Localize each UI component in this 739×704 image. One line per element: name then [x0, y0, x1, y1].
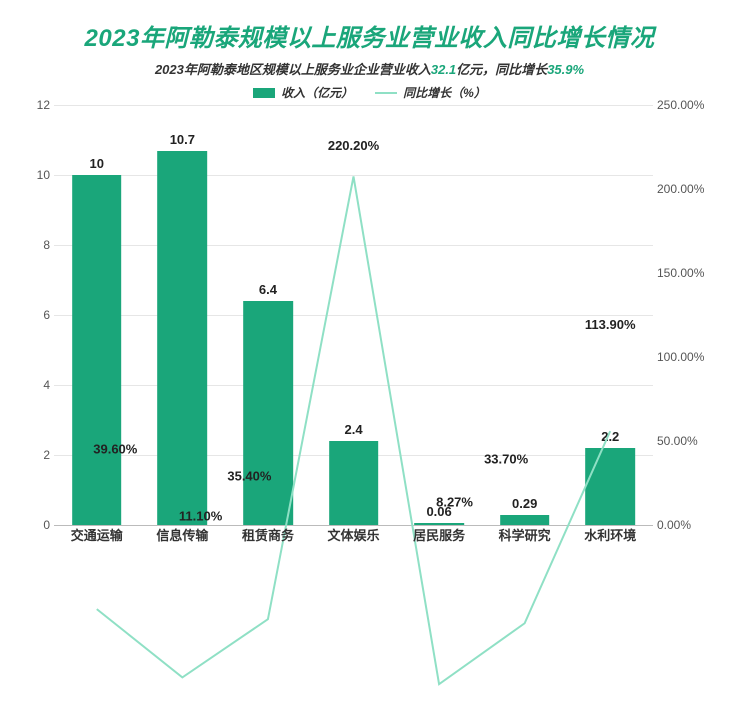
legend: 收入（亿元） 同比增长（%） [20, 84, 719, 101]
legend-line-label: 同比增长（%） [403, 84, 486, 101]
line-value-label: 35.40% [227, 468, 271, 483]
y-right-tick: 100.00% [657, 350, 717, 364]
line-value-label: 220.20% [328, 138, 379, 153]
legend-line: 同比增长（%） [375, 84, 486, 101]
line-value-label: 39.60% [93, 442, 137, 457]
y-left-tick: 2 [22, 448, 50, 462]
y-left-tick: 8 [22, 238, 50, 252]
y-right-tick: 200.00% [657, 182, 717, 196]
line-swatch-icon [375, 92, 397, 94]
y-left-tick: 0 [22, 518, 50, 532]
line-series [54, 105, 653, 704]
x-tick: 租赁商务 [225, 525, 311, 545]
x-tick: 科学研究 [482, 525, 568, 545]
x-axis: 交通运输信息传输租赁商务文体娱乐居民服务科学研究水利环境 [54, 525, 653, 545]
chart-container: 2023年阿勒泰规模以上服务业营业收入同比增长情况 2023年阿勒泰地区规模以上… [0, 0, 739, 586]
line-value-label: 8.27% [436, 495, 473, 510]
x-tick: 文体娱乐 [311, 525, 397, 545]
line-value-label: 11.10% [179, 509, 222, 524]
y-right-tick: 50.00% [657, 434, 717, 448]
legend-bar-label: 收入（亿元） [281, 84, 353, 101]
y-left-tick: 10 [22, 168, 50, 182]
y-left-tick: 12 [22, 98, 50, 112]
x-tick: 居民服务 [396, 525, 482, 545]
subtitle-v1: 32.1 [431, 62, 456, 77]
x-tick: 信息传输 [140, 525, 226, 545]
legend-bar: 收入（亿元） [253, 84, 353, 101]
y-left-tick: 6 [22, 308, 50, 322]
bar-swatch-icon [253, 88, 275, 98]
y-right-tick: 150.00% [657, 266, 717, 280]
chart-title: 2023年阿勒泰规模以上服务业营业收入同比增长情况 [20, 18, 719, 53]
subtitle-v2: 35.9% [547, 62, 584, 77]
subtitle-p2: 亿元，同比增长 [456, 62, 547, 77]
chart-subtitle: 2023年阿勒泰地区规模以上服务业企业营业收入32.1亿元，同比增长35.9% [20, 59, 719, 78]
x-tick: 水利环境 [567, 525, 653, 545]
plot-area: 0246810120.00%50.00%100.00%150.00%200.00… [20, 105, 719, 545]
y-left-tick: 4 [22, 378, 50, 392]
y-right-tick: 0.00% [657, 518, 717, 532]
line-value-label: 33.70% [484, 452, 528, 467]
y-right-tick: 250.00% [657, 98, 717, 112]
subtitle-p1: 2023年阿勒泰地区规模以上服务业企业营业收入 [155, 62, 431, 77]
x-tick: 交通运输 [54, 525, 140, 545]
line-value-label: 113.90% [585, 316, 636, 331]
